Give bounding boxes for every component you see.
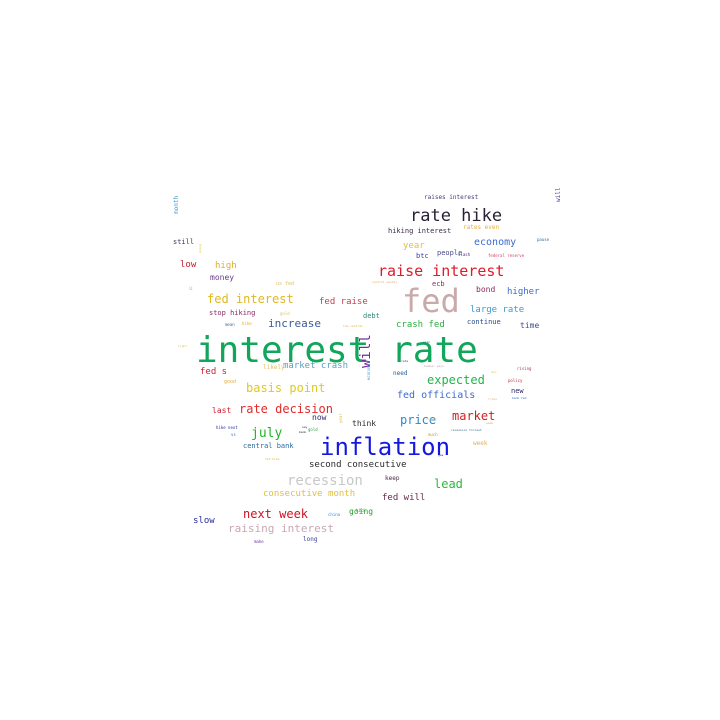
word-hike-next: hike next: [216, 425, 238, 430]
word-next-week: next week: [243, 507, 309, 521]
word-low: low: [180, 260, 197, 270]
word-sign: sign: [423, 340, 431, 344]
word-ecb: ecb: [432, 280, 445, 288]
word-lead: lead: [434, 477, 463, 491]
word-now: now: [312, 413, 327, 422]
word-still: still: [173, 238, 195, 246]
word-pause: pause: [537, 237, 550, 242]
word-year: year: [338, 413, 343, 423]
word-hiking-interest: hiking interest: [388, 227, 452, 235]
word-higher: higher: [507, 287, 540, 297]
word-people: people: [437, 249, 463, 257]
word-interest-rate: interest rate: [196, 330, 478, 371]
word-think: think: [352, 419, 377, 428]
word-new: new: [511, 387, 524, 395]
word-year: year: [403, 241, 425, 251]
word-rate-decision: rate decision: [239, 402, 333, 416]
word-mean: mean: [225, 322, 235, 327]
word-long: long: [303, 536, 318, 543]
word-bank-fed: bank fed: [512, 396, 527, 400]
word-market-crash: market crash: [283, 361, 349, 371]
word-raising-interest: raising interest: [228, 522, 334, 535]
word-fed: fed: [402, 282, 460, 320]
word-going: going: [198, 243, 202, 253]
word-much: much: [428, 432, 438, 437]
word-market: market: [452, 409, 496, 423]
word-policy: policy: [508, 378, 523, 383]
word-recession: recession: [287, 473, 363, 489]
word-vs: vs: [231, 432, 236, 437]
word-raise-interest: raise interest: [378, 262, 505, 280]
word-fed-interest: fed interest: [207, 292, 294, 306]
word-going: going: [349, 507, 374, 516]
word-fed-officials: fed officials: [397, 390, 476, 401]
word-recession-forcast: recession forcast: [451, 428, 482, 432]
word-hike: hike: [242, 321, 252, 326]
word-fed-raise: fed raise: [319, 297, 368, 307]
word-don: don: [491, 370, 497, 374]
word-keep: keep: [385, 475, 400, 482]
word-month: month: [173, 195, 180, 214]
word-will: will: [555, 187, 562, 202]
word-rising: rising: [517, 366, 532, 371]
word-u: u: [189, 285, 193, 292]
word-gold: gold: [308, 427, 318, 432]
word-bank: bank: [299, 430, 307, 434]
word-gold: gold: [280, 311, 290, 316]
word-slash: slash: [458, 252, 471, 257]
word-money: money: [210, 273, 235, 282]
word-economy: economy: [474, 237, 517, 248]
word-time: time: [520, 321, 540, 330]
word-banker-says: banker says: [424, 364, 444, 368]
word-basis-point: basis point: [246, 381, 326, 395]
word-economic: economic: [366, 360, 371, 380]
word-week: week: [473, 440, 488, 447]
word-federal-reserve: federal reserve: [488, 253, 525, 258]
word-july: july: [251, 426, 283, 441]
word-inflation: inflation: [320, 433, 451, 461]
word-rate-hike: rate hike: [410, 206, 503, 226]
word-week: week: [486, 421, 494, 425]
word-high: high: [215, 261, 237, 271]
word-btc: btc: [416, 252, 429, 260]
word-crash-fed: crash fed: [396, 320, 445, 330]
word-fed-s: fed s: [200, 367, 228, 377]
word-continue: continue: [467, 318, 501, 326]
word-make: make: [254, 539, 264, 544]
word-need: need: [393, 370, 408, 377]
word-last: last: [212, 406, 232, 415]
word-rates-even: rates even: [463, 224, 500, 231]
word-second-consecutive: second consecutive: [309, 460, 407, 470]
word-bond: bond: [476, 285, 496, 294]
word-slow: slow: [193, 516, 215, 526]
word-good: good: [224, 379, 237, 385]
word-top-central: top central: [343, 324, 363, 328]
word-tight: tight: [178, 344, 188, 348]
word-debt: debt: [363, 312, 380, 320]
word-central-bank: central bank: [243, 442, 294, 450]
word-central-banker: central banker: [372, 280, 398, 284]
word-fed-hike: fed hike: [265, 457, 280, 461]
word-likely: likely: [263, 364, 285, 371]
word-fed-will: fed will: [382, 493, 426, 503]
word-kick: kick: [356, 508, 366, 513]
word-large-rate: large rate: [470, 305, 525, 315]
word-frame: frame: [488, 397, 498, 401]
word-us-fed: us fed: [276, 281, 295, 287]
word-stop-hiking: stop hiking: [209, 309, 256, 317]
word-expected: expected: [427, 373, 485, 387]
word-china: china: [328, 512, 341, 517]
word-gas: gas: [438, 453, 444, 457]
word-crypto: crypto: [426, 417, 437, 421]
word-rate: rate: [401, 359, 409, 363]
word-increase: increase: [268, 317, 321, 330]
word-raises-interest: raises interest: [424, 194, 479, 201]
word-say: say: [302, 425, 308, 429]
word-consecutive-month: consecutive month: [263, 489, 356, 499]
word-price: price: [400, 413, 437, 427]
